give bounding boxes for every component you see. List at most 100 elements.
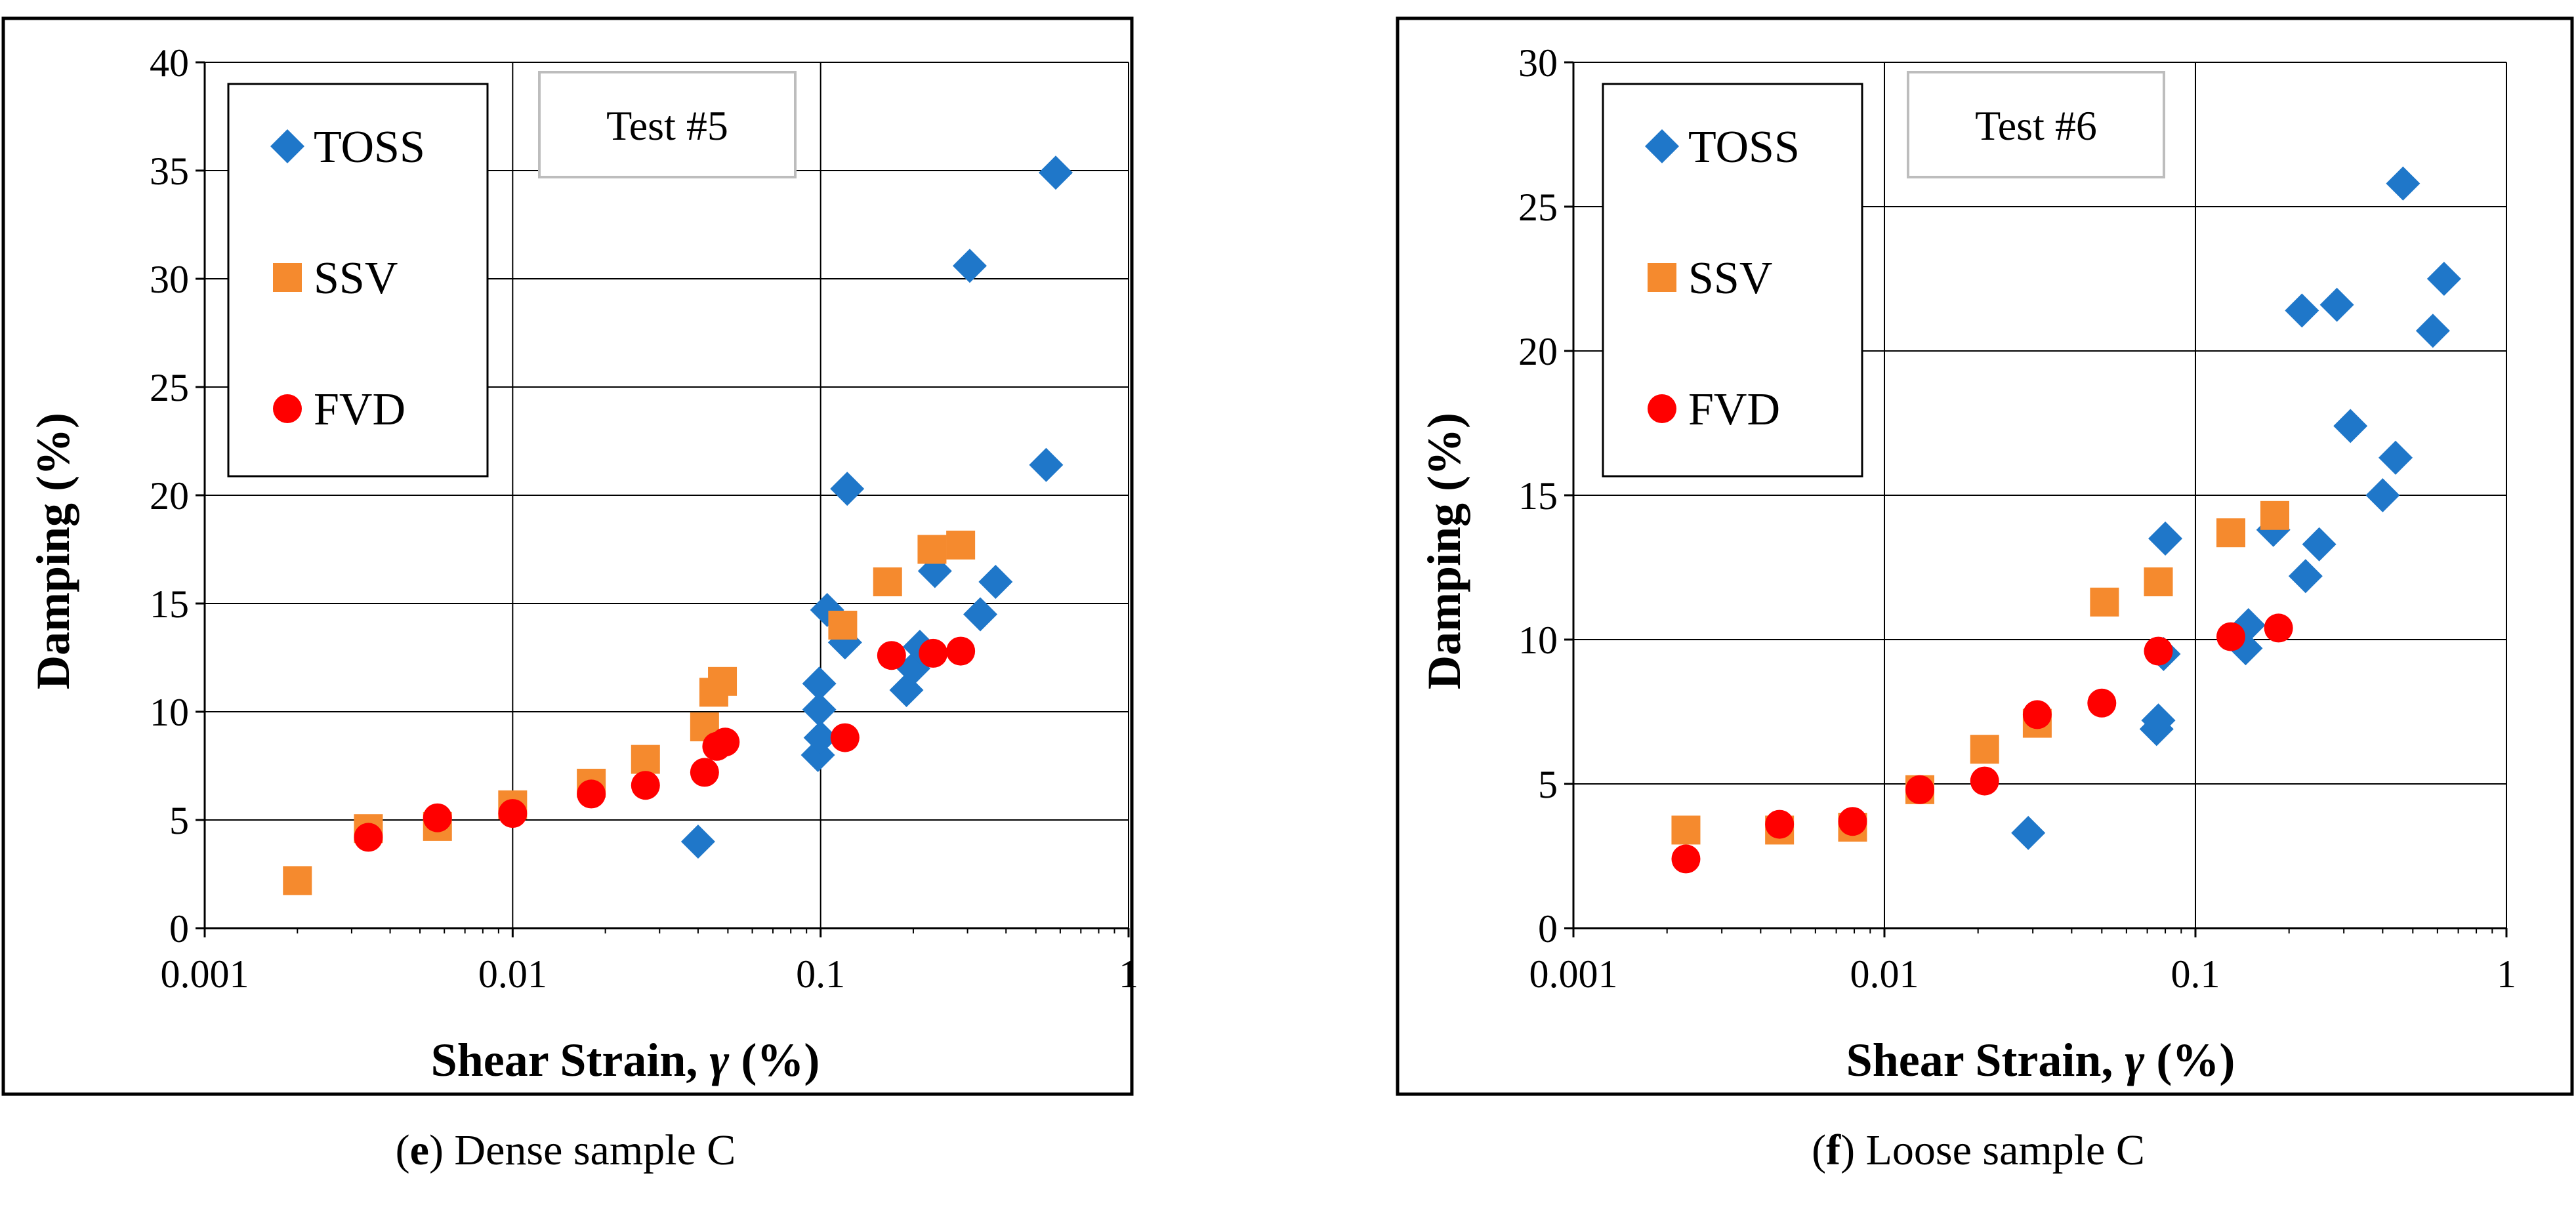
legend-box (227, 83, 489, 478)
data-point-ssv (828, 611, 858, 640)
data-point-ssv (1671, 815, 1701, 845)
data-point-toss (803, 720, 838, 755)
test-label-box (1907, 71, 2165, 178)
data-point-ssv (2216, 518, 2246, 548)
y-tick-label: 30 (1518, 41, 1558, 85)
data-point-toss (1029, 447, 1064, 482)
panel-caption-text: Loose sample C (1866, 1126, 2145, 1174)
data-point-fvd (631, 771, 660, 800)
data-point-toss (2302, 527, 2337, 562)
data-point-toss (2378, 440, 2413, 475)
data-point-fvd (1838, 807, 1867, 836)
y-tick-label: 10 (1518, 619, 1558, 662)
data-point-fvd (423, 803, 452, 832)
data-point-toss (978, 565, 1013, 599)
series-toss (680, 155, 1073, 859)
x-tick-label: 1 (2497, 952, 2516, 996)
data-point-toss (2415, 314, 2450, 348)
y-tick-label: 25 (150, 366, 189, 409)
data-point-fvd (2216, 622, 2246, 651)
data-point-fvd (354, 823, 383, 852)
data-point-ssv (2090, 587, 2119, 617)
x-tick-label: 0.01 (1850, 952, 1919, 996)
data-point-ssv (917, 535, 947, 564)
legend-label-toss: TOSS (1688, 122, 1800, 173)
plot-area: 0 5 10 15 20 25 30 0.001 0.01 0.1 1 (1518, 41, 2516, 996)
y-tick-label: 15 (150, 583, 189, 626)
data-point-toss (802, 692, 837, 727)
data-point-toss (963, 597, 998, 632)
y-tick-label: 25 (1518, 186, 1558, 229)
data-point-toss (2288, 559, 2323, 594)
y-tick-label: 5 (1538, 763, 1558, 806)
legend: TOSS SSV FVD (1645, 122, 1800, 435)
y-tick-label: 5 (169, 799, 189, 842)
data-point-ssv (708, 666, 737, 696)
data-point-fvd (2022, 700, 2052, 729)
y-tick-label: 10 (150, 691, 189, 734)
data-point-toss (2148, 522, 2183, 556)
series-fvd (1671, 613, 2293, 874)
x-axis-title: Shear Strain, γ (%) (431, 1034, 820, 1086)
plot-area: 0 5 10 15 20 25 30 35 40 0.001 0.01 0.1 1 (150, 41, 1138, 996)
data-point-fvd (690, 758, 719, 787)
data-point-toss (2386, 166, 2420, 201)
legend-label-toss: TOSS (314, 122, 425, 173)
data-point-ssv (283, 866, 312, 895)
data-point-toss (2365, 478, 2400, 512)
legend-marker-toss (270, 129, 304, 163)
data-point-toss (2319, 287, 2354, 322)
data-point-toss (2333, 409, 2368, 443)
panel-loose-sample-c: 0 5 10 15 20 25 30 0.001 0.01 0.1 1 Damping (%) Sh… (1396, 16, 2574, 1174)
data-point-toss (2141, 703, 2176, 738)
series-fvd (354, 636, 976, 852)
legend-label-ssv: SSV (314, 253, 398, 304)
x-axis-title-unit: (%) (729, 1034, 820, 1086)
data-point-fvd (946, 636, 976, 666)
data-point-fvd (711, 727, 740, 757)
x-tick-label: 0.1 (796, 952, 845, 996)
data-point-toss (952, 249, 987, 283)
test-label: Test #6 (1975, 102, 2097, 149)
data-point-fvd (1970, 766, 1999, 796)
y-tick-label: 15 (1518, 474, 1558, 518)
data-point-fvd (1905, 775, 1935, 804)
legend-label-fvd: FVD (1688, 384, 1780, 435)
x-axis-title-symbol: γ (2125, 1034, 2144, 1086)
x-tick-label: 0.001 (1529, 952, 1618, 996)
data-point-toss (680, 825, 715, 859)
x-axis-title-text: Shear Strain, (1846, 1034, 2125, 1086)
test-label: Test #5 (606, 102, 728, 149)
panel-dense-sample-c: 0 5 10 15 20 25 30 35 40 0.001 0.01 0.1 1 Damping (%… (1, 16, 1138, 1174)
x-axis-title: Shear Strain, γ (%) (1846, 1034, 2235, 1086)
x-axis-title-text: Shear Strain, (431, 1034, 710, 1086)
legend-label-fvd: FVD (314, 384, 405, 435)
y-tick-label: 30 (150, 258, 189, 301)
y-tick-label: 20 (150, 474, 189, 518)
legend-marker-fvd (273, 394, 302, 423)
legend-marker-ssv (1648, 263, 1676, 292)
x-tick-label: 1 (1119, 952, 1138, 996)
panel-caption: (f) Loose sample C (1812, 1126, 2145, 1174)
data-point-ssv (946, 530, 976, 560)
data-point-toss (2426, 262, 2461, 296)
data-point-ssv (2260, 501, 2289, 530)
data-point-fvd (2264, 613, 2293, 643)
data-point-fvd (919, 638, 948, 668)
legend: TOSS SSV FVD (270, 122, 425, 435)
x-axis-title-unit: (%) (2144, 1034, 2235, 1086)
legend-marker-fvd (1648, 394, 1676, 423)
data-point-ssv (631, 745, 660, 774)
y-tick-label: 0 (1538, 907, 1558, 951)
data-point-ssv (2144, 567, 2173, 596)
panel-caption-text: Dense sample C (454, 1126, 736, 1174)
panel-caption-label: e (410, 1126, 429, 1174)
y-tick-label: 35 (150, 150, 189, 193)
data-point-fvd (577, 779, 606, 809)
data-point-fvd (1671, 844, 1701, 874)
y-tick-label: 20 (1518, 330, 1558, 373)
legend-box (1602, 83, 1863, 478)
x-tick-label: 0.1 (2171, 952, 2220, 996)
data-point-toss (802, 666, 837, 701)
